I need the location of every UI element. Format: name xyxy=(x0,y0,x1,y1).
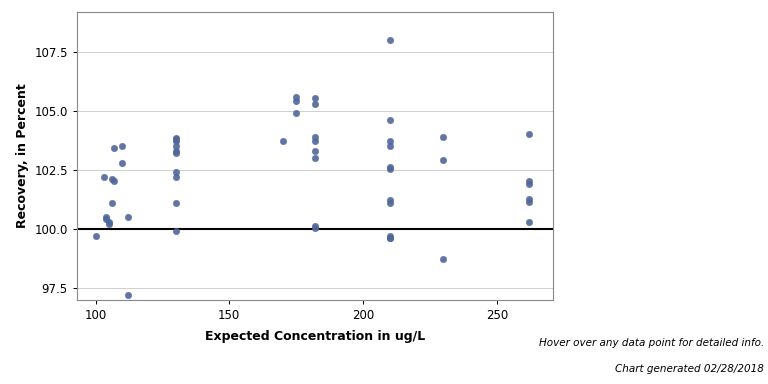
Point xyxy=(170,228,182,234)
Point xyxy=(108,179,121,185)
Point xyxy=(384,164,396,170)
Point xyxy=(523,196,535,202)
Point xyxy=(170,135,182,141)
Point xyxy=(309,134,321,140)
Point xyxy=(309,148,321,154)
Point xyxy=(523,199,535,205)
Point xyxy=(170,169,182,175)
Point xyxy=(290,110,303,116)
Point xyxy=(384,138,396,144)
Point xyxy=(384,197,396,204)
Point xyxy=(384,235,396,241)
Point xyxy=(121,214,134,220)
Text: Hover over any data point for detailed info.: Hover over any data point for detailed i… xyxy=(539,338,764,348)
Point xyxy=(170,174,182,180)
Point xyxy=(523,181,535,187)
Point xyxy=(276,138,289,144)
X-axis label: Expected Concentration in ug/L: Expected Concentration in ug/L xyxy=(205,330,425,343)
Point xyxy=(170,150,182,156)
Point xyxy=(170,143,182,149)
Point xyxy=(100,216,112,222)
Point xyxy=(105,200,118,206)
Point xyxy=(437,134,449,140)
Point xyxy=(437,157,449,163)
Point xyxy=(384,166,396,172)
Point xyxy=(384,235,396,241)
Point xyxy=(309,138,321,144)
Point xyxy=(384,117,396,123)
Point xyxy=(121,292,134,298)
Point xyxy=(309,101,321,107)
Point xyxy=(384,143,396,149)
Point xyxy=(116,143,128,149)
Point xyxy=(100,214,112,220)
Point xyxy=(309,223,321,229)
Point xyxy=(89,233,101,239)
Point xyxy=(384,233,396,239)
Point xyxy=(103,221,115,227)
Point xyxy=(437,256,449,262)
Point xyxy=(170,138,182,144)
Point xyxy=(290,93,303,99)
Point xyxy=(105,176,118,182)
Point xyxy=(523,179,535,185)
Point xyxy=(384,200,396,206)
Point xyxy=(103,218,115,225)
Text: Chart generated 02/28/2018: Chart generated 02/28/2018 xyxy=(615,364,764,374)
Point xyxy=(309,155,321,161)
Point xyxy=(523,218,535,225)
Point xyxy=(309,94,321,101)
Point xyxy=(309,224,321,230)
Point xyxy=(116,159,128,166)
Point xyxy=(170,136,182,142)
Point xyxy=(384,37,396,43)
Point xyxy=(170,148,182,154)
Point xyxy=(98,174,110,180)
Y-axis label: Recovery, in Percent: Recovery, in Percent xyxy=(15,83,28,228)
Point xyxy=(170,200,182,206)
Point xyxy=(290,98,303,104)
Point xyxy=(523,131,535,137)
Point xyxy=(108,146,121,152)
